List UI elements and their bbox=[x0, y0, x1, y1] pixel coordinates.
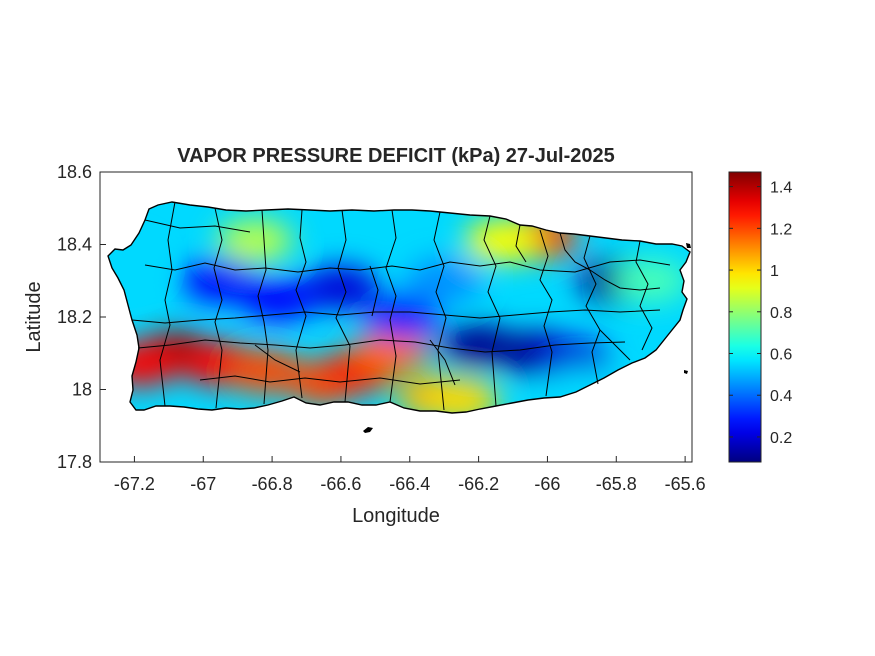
municipality-boundary bbox=[599, 329, 631, 361]
municipality-boundary bbox=[199, 375, 461, 385]
small-islands bbox=[363, 243, 691, 433]
y-axis: 17.8 18 18.2 18.4 18.6 bbox=[57, 162, 106, 472]
municipality-boundary bbox=[635, 240, 653, 351]
colorbar-tick-label: 1 bbox=[770, 263, 779, 280]
municipality-boundary bbox=[385, 209, 397, 403]
x-tick-label: -66.4 bbox=[389, 474, 430, 494]
colorbar-tick-label: 0.8 bbox=[770, 305, 792, 322]
municipality-boundary bbox=[144, 219, 251, 233]
y-tick-label: 18 bbox=[72, 380, 92, 400]
colorbar-tick-label: 1.2 bbox=[770, 221, 792, 238]
x-tick-label: -66.8 bbox=[252, 474, 293, 494]
municipality-boundary bbox=[295, 209, 307, 399]
y-tick-label: 17.8 bbox=[57, 452, 92, 472]
field-hotspot bbox=[354, 327, 431, 372]
municipality-boundary bbox=[137, 339, 626, 353]
field-hotspot bbox=[406, 258, 483, 303]
x-axis: -67.2 -67 -66.8 -66.6 -66.4 -66.2 -66 -65.8 -65.… bbox=[114, 456, 706, 494]
caja-de-muertos-island bbox=[363, 427, 373, 433]
field-hotspot bbox=[612, 258, 689, 303]
islet-northeast bbox=[686, 243, 691, 248]
field-hotspot bbox=[227, 349, 304, 394]
x-axis-label: Longitude bbox=[352, 505, 440, 527]
municipality-boundaries bbox=[131, 201, 671, 411]
municipality-boundary bbox=[159, 201, 176, 407]
x-tick-label: -66 bbox=[534, 474, 560, 494]
vpd-field bbox=[108, 202, 690, 413]
municipality-boundary bbox=[257, 209, 269, 405]
chart-title: VAPOR PRESSURE DEFICIT (kPa) 27-Jul-2025 bbox=[177, 145, 615, 167]
municipality-boundary bbox=[515, 224, 527, 263]
field-hotspot bbox=[440, 324, 517, 368]
municipality-boundary bbox=[254, 344, 301, 373]
islet-southeast bbox=[684, 370, 688, 374]
y-axis-label: Latitude bbox=[23, 281, 45, 352]
colorbar-tick-label: 1.4 bbox=[770, 180, 792, 197]
municipality-boundary bbox=[583, 235, 601, 385]
x-tick-label: -67.2 bbox=[114, 474, 155, 494]
municipality-boundary bbox=[144, 259, 671, 273]
field-hotspot bbox=[464, 218, 541, 263]
municipality-boundary bbox=[483, 215, 501, 407]
municipality-boundary bbox=[213, 207, 223, 409]
field-hotspot bbox=[364, 295, 441, 339]
y-tick-label: 18.6 bbox=[57, 162, 92, 182]
municipality-boundary bbox=[335, 209, 351, 403]
field-hotspot bbox=[216, 218, 293, 263]
colorbar bbox=[728, 171, 762, 463]
x-tick-label: -67 bbox=[190, 474, 216, 494]
y-tick-label: 18.4 bbox=[57, 235, 92, 255]
field-hotspot bbox=[108, 240, 156, 285]
colorbar-tick-label: 0.6 bbox=[770, 347, 792, 364]
x-tick-label: -66.6 bbox=[320, 474, 361, 494]
field-hotspot bbox=[302, 266, 379, 310]
field-hotspot bbox=[240, 276, 317, 321]
municipality-boundary bbox=[559, 232, 661, 291]
municipality-boundary bbox=[429, 339, 456, 386]
colorbar-ticks: 0.2 0.4 0.6 0.8 1 1.2 1.4 bbox=[729, 180, 792, 447]
x-tick-label: -66.2 bbox=[458, 474, 499, 494]
coastline bbox=[107, 201, 691, 414]
municipality-boundary bbox=[369, 265, 379, 317]
municipality-boundary bbox=[539, 229, 553, 397]
y-tick-label: 18.2 bbox=[57, 307, 92, 327]
x-tick-label: -65.8 bbox=[596, 474, 637, 494]
colorbar-tick-label: 0.2 bbox=[770, 430, 792, 447]
colorbar-tick-label: 0.4 bbox=[770, 388, 792, 405]
x-tick-label: -65.6 bbox=[665, 474, 706, 494]
